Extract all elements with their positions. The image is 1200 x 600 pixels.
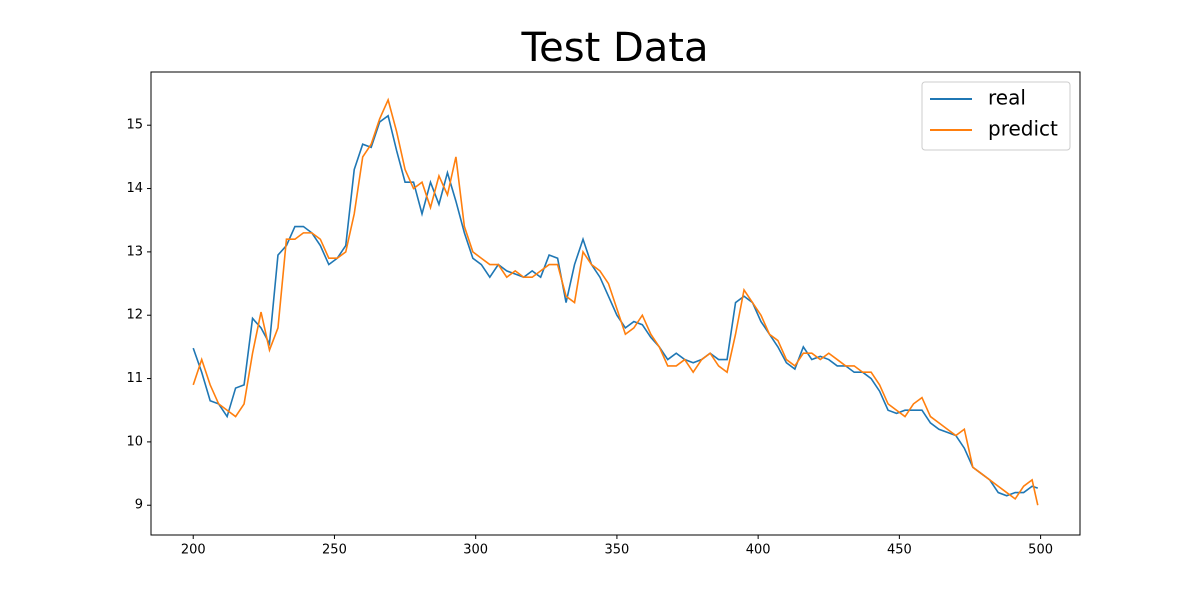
- y-tick-label: 11: [126, 371, 143, 386]
- legend-label: predict: [988, 117, 1058, 141]
- x-tick-label: 400: [746, 543, 771, 558]
- y-tick-label: 9: [135, 498, 143, 513]
- y-tick-label: 12: [126, 308, 143, 323]
- plot-frame: [150, 71, 1081, 536]
- x-tick-label: 450: [887, 543, 912, 558]
- chart-title: Test Data: [521, 25, 709, 71]
- y-tick-label: 14: [126, 181, 143, 196]
- y-tick-label: 13: [126, 244, 143, 259]
- x-tick-label: 500: [1028, 543, 1053, 558]
- y-tick-label: 15: [126, 118, 143, 133]
- x-tick-label: 350: [604, 543, 629, 558]
- y-tick-label: 10: [126, 434, 143, 449]
- x-tick-label: 200: [181, 543, 206, 558]
- legend-label: real: [988, 86, 1026, 110]
- line-series: [192, 97, 1039, 506]
- x-tick-label: 250: [322, 543, 347, 558]
- x-tick-label: 300: [463, 543, 488, 558]
